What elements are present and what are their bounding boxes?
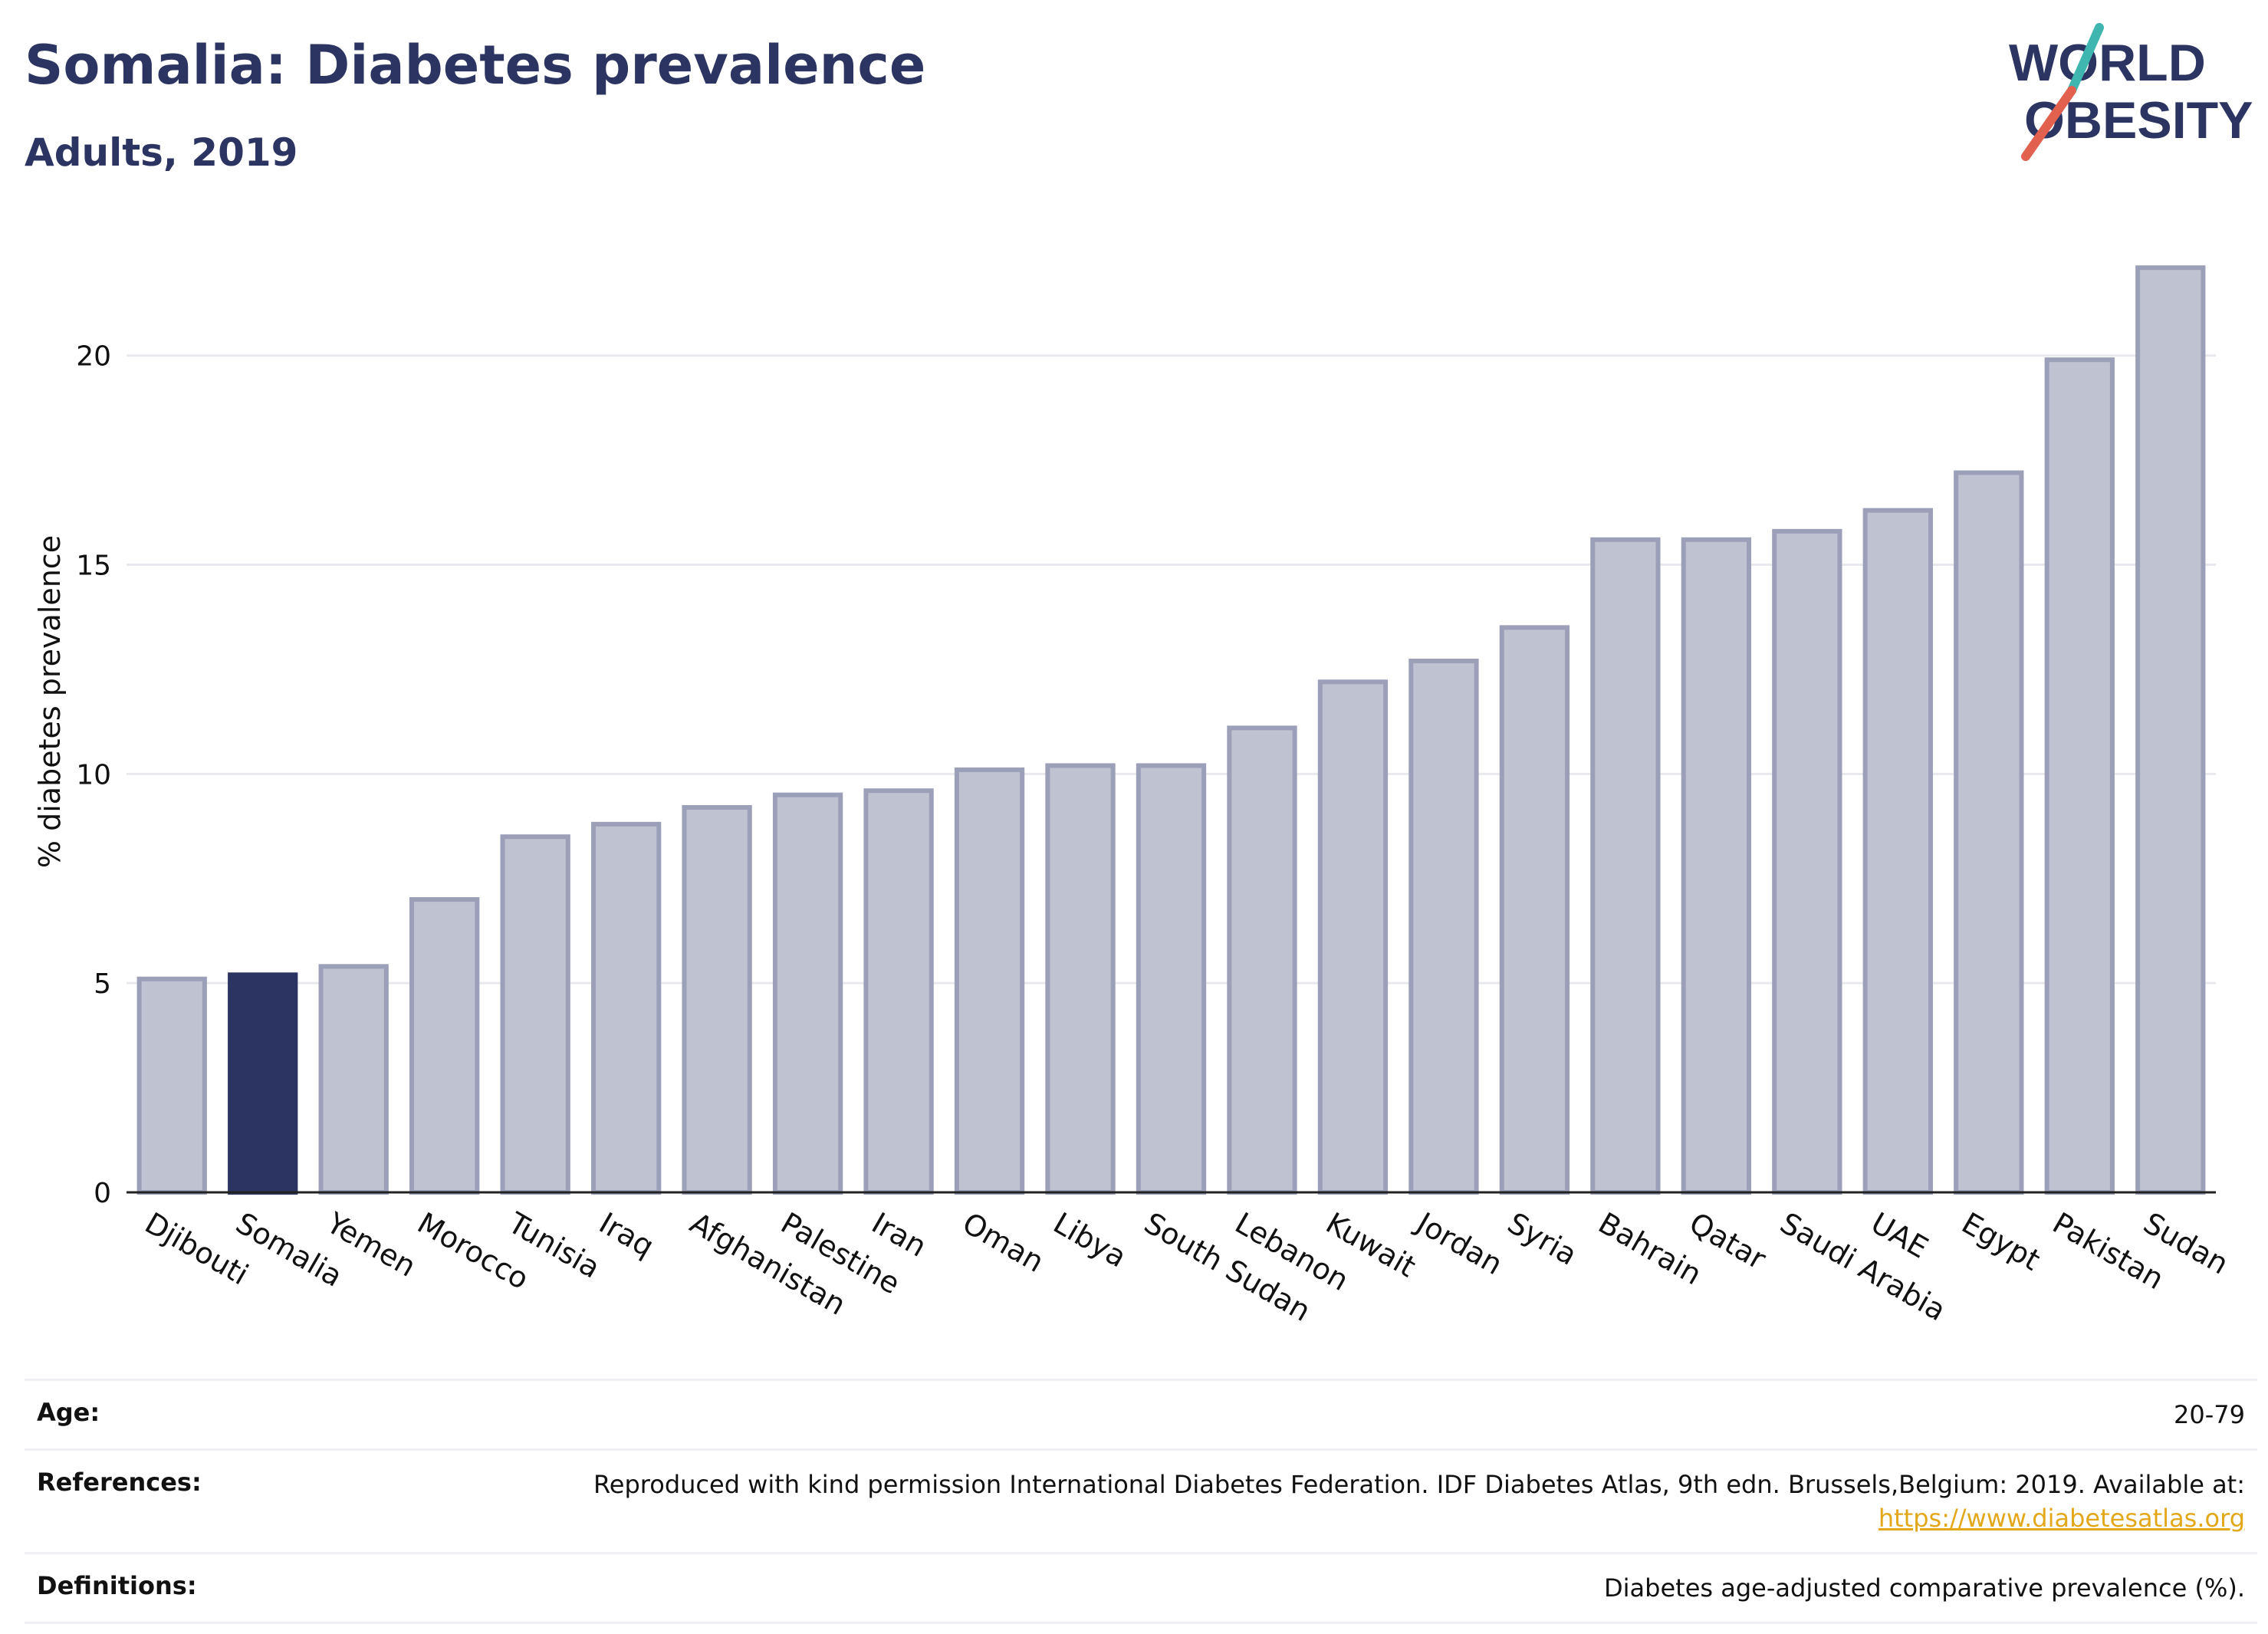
- y-axis-label: % diabetes prevalence: [33, 535, 67, 868]
- bar-chart: 05101520DjiboutiSomaliaYemenMoroccoTunis…: [33, 265, 2234, 1328]
- y-tick-label: 5: [94, 968, 111, 1000]
- references-label: References:: [37, 1468, 202, 1497]
- logo-word-1: WORLD: [2009, 34, 2206, 92]
- page-subtitle: Adults, 2019: [25, 130, 298, 175]
- bar-syria[interactable]: [1499, 625, 1570, 1195]
- bar-qatar[interactable]: [1681, 537, 1752, 1195]
- bars: [136, 265, 2206, 1195]
- bar-uae[interactable]: [1862, 508, 1933, 1195]
- bar-somalia[interactable]: [228, 972, 298, 1195]
- bar-tunisia[interactable]: [500, 834, 570, 1195]
- definitions-value: Diabetes age-adjusted comparative preval…: [1604, 1573, 2245, 1603]
- bar-iraq[interactable]: [590, 821, 662, 1195]
- x-tick-label: Egypt: [1956, 1206, 2046, 1277]
- bar-palestine[interactable]: [772, 792, 843, 1195]
- bar-jordan[interactable]: [1408, 659, 1479, 1195]
- bar-libya[interactable]: [1045, 763, 1116, 1195]
- x-tick-label: Djibouti: [140, 1206, 255, 1292]
- y-tick-label: 15: [76, 551, 111, 582]
- bar-egypt[interactable]: [1954, 470, 2024, 1195]
- x-tick-label: Oman: [957, 1206, 1050, 1279]
- bar-south-sudan[interactable]: [1136, 763, 1207, 1195]
- bar-bahrain[interactable]: [1590, 537, 1661, 1195]
- y-tick-label: 10: [76, 759, 111, 791]
- logo-slash-red: [2021, 86, 2076, 161]
- bar-kuwait[interactable]: [1317, 679, 1389, 1195]
- bar-iran[interactable]: [863, 788, 934, 1195]
- bar-morocco[interactable]: [409, 897, 480, 1195]
- x-tick-label: Syria: [1502, 1206, 1583, 1272]
- bar-saudi-arabia[interactable]: [1772, 528, 1842, 1195]
- x-tick-label: Saudi Arabia: [1774, 1206, 1951, 1328]
- references-value: Reproduced with kind permission Internat…: [593, 1468, 2245, 1535]
- references-text: Reproduced with kind permission Internat…: [593, 1470, 2245, 1499]
- references-link[interactable]: https://www.diabetesatlas.org: [1878, 1504, 2245, 1533]
- bar-yemen[interactable]: [318, 964, 389, 1195]
- definitions-label: Definitions:: [37, 1571, 197, 1600]
- x-tick-label: Libya: [1048, 1206, 1132, 1274]
- meta-row-age: Age: 20-79: [25, 1379, 2257, 1448]
- metadata-table: Age: 20-79 References: Reproduced with k…: [25, 1379, 2257, 1624]
- logo-slash-teal: [2067, 23, 2104, 95]
- bar-oman[interactable]: [954, 767, 1025, 1195]
- bar-afghanistan[interactable]: [682, 805, 752, 1195]
- bar-djibouti[interactable]: [136, 976, 207, 1195]
- age-label: Age:: [37, 1398, 100, 1427]
- bar-lebanon[interactable]: [1227, 725, 1297, 1195]
- y-tick-label: 0: [94, 1178, 111, 1209]
- bar-sudan[interactable]: [2135, 265, 2206, 1195]
- age-value: 20-79: [2174, 1400, 2245, 1429]
- y-tick-label: 20: [76, 341, 111, 373]
- meta-row-definitions: Definitions: Diabetes age-adjusted compa…: [25, 1552, 2257, 1624]
- world-obesity-logo: WORLD OBESITY: [2009, 23, 2253, 161]
- x-tick-label: Bahrain: [1593, 1206, 1707, 1292]
- meta-row-references: References: Reproduced with kind permiss…: [25, 1448, 2257, 1552]
- x-tick-label: Jordan: [1410, 1205, 1508, 1282]
- page-title: Somalia: Diabetes prevalence: [25, 34, 926, 97]
- bar-pakistan[interactable]: [2044, 357, 2115, 1195]
